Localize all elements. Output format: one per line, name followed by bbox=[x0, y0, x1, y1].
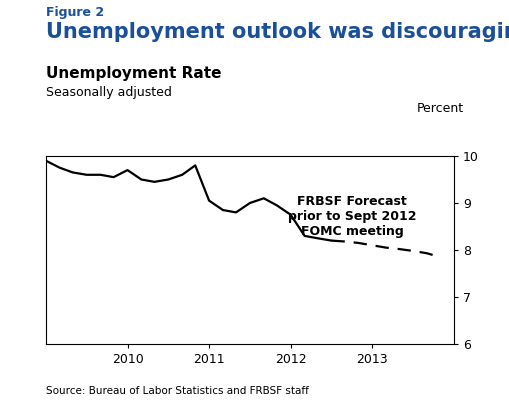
Text: Seasonally adjusted: Seasonally adjusted bbox=[46, 86, 172, 99]
Text: Figure 2: Figure 2 bbox=[46, 6, 104, 19]
Text: Source: Bureau of Labor Statistics and FRBSF staff: Source: Bureau of Labor Statistics and F… bbox=[46, 386, 308, 396]
Text: Unemployment outlook was discouraging...: Unemployment outlook was discouraging... bbox=[46, 22, 509, 42]
Text: Percent: Percent bbox=[416, 102, 463, 115]
Text: FRBSF Forecast
prior to Sept 2012
FOMC meeting: FRBSF Forecast prior to Sept 2012 FOMC m… bbox=[287, 195, 415, 238]
Text: Unemployment Rate: Unemployment Rate bbox=[46, 66, 221, 81]
